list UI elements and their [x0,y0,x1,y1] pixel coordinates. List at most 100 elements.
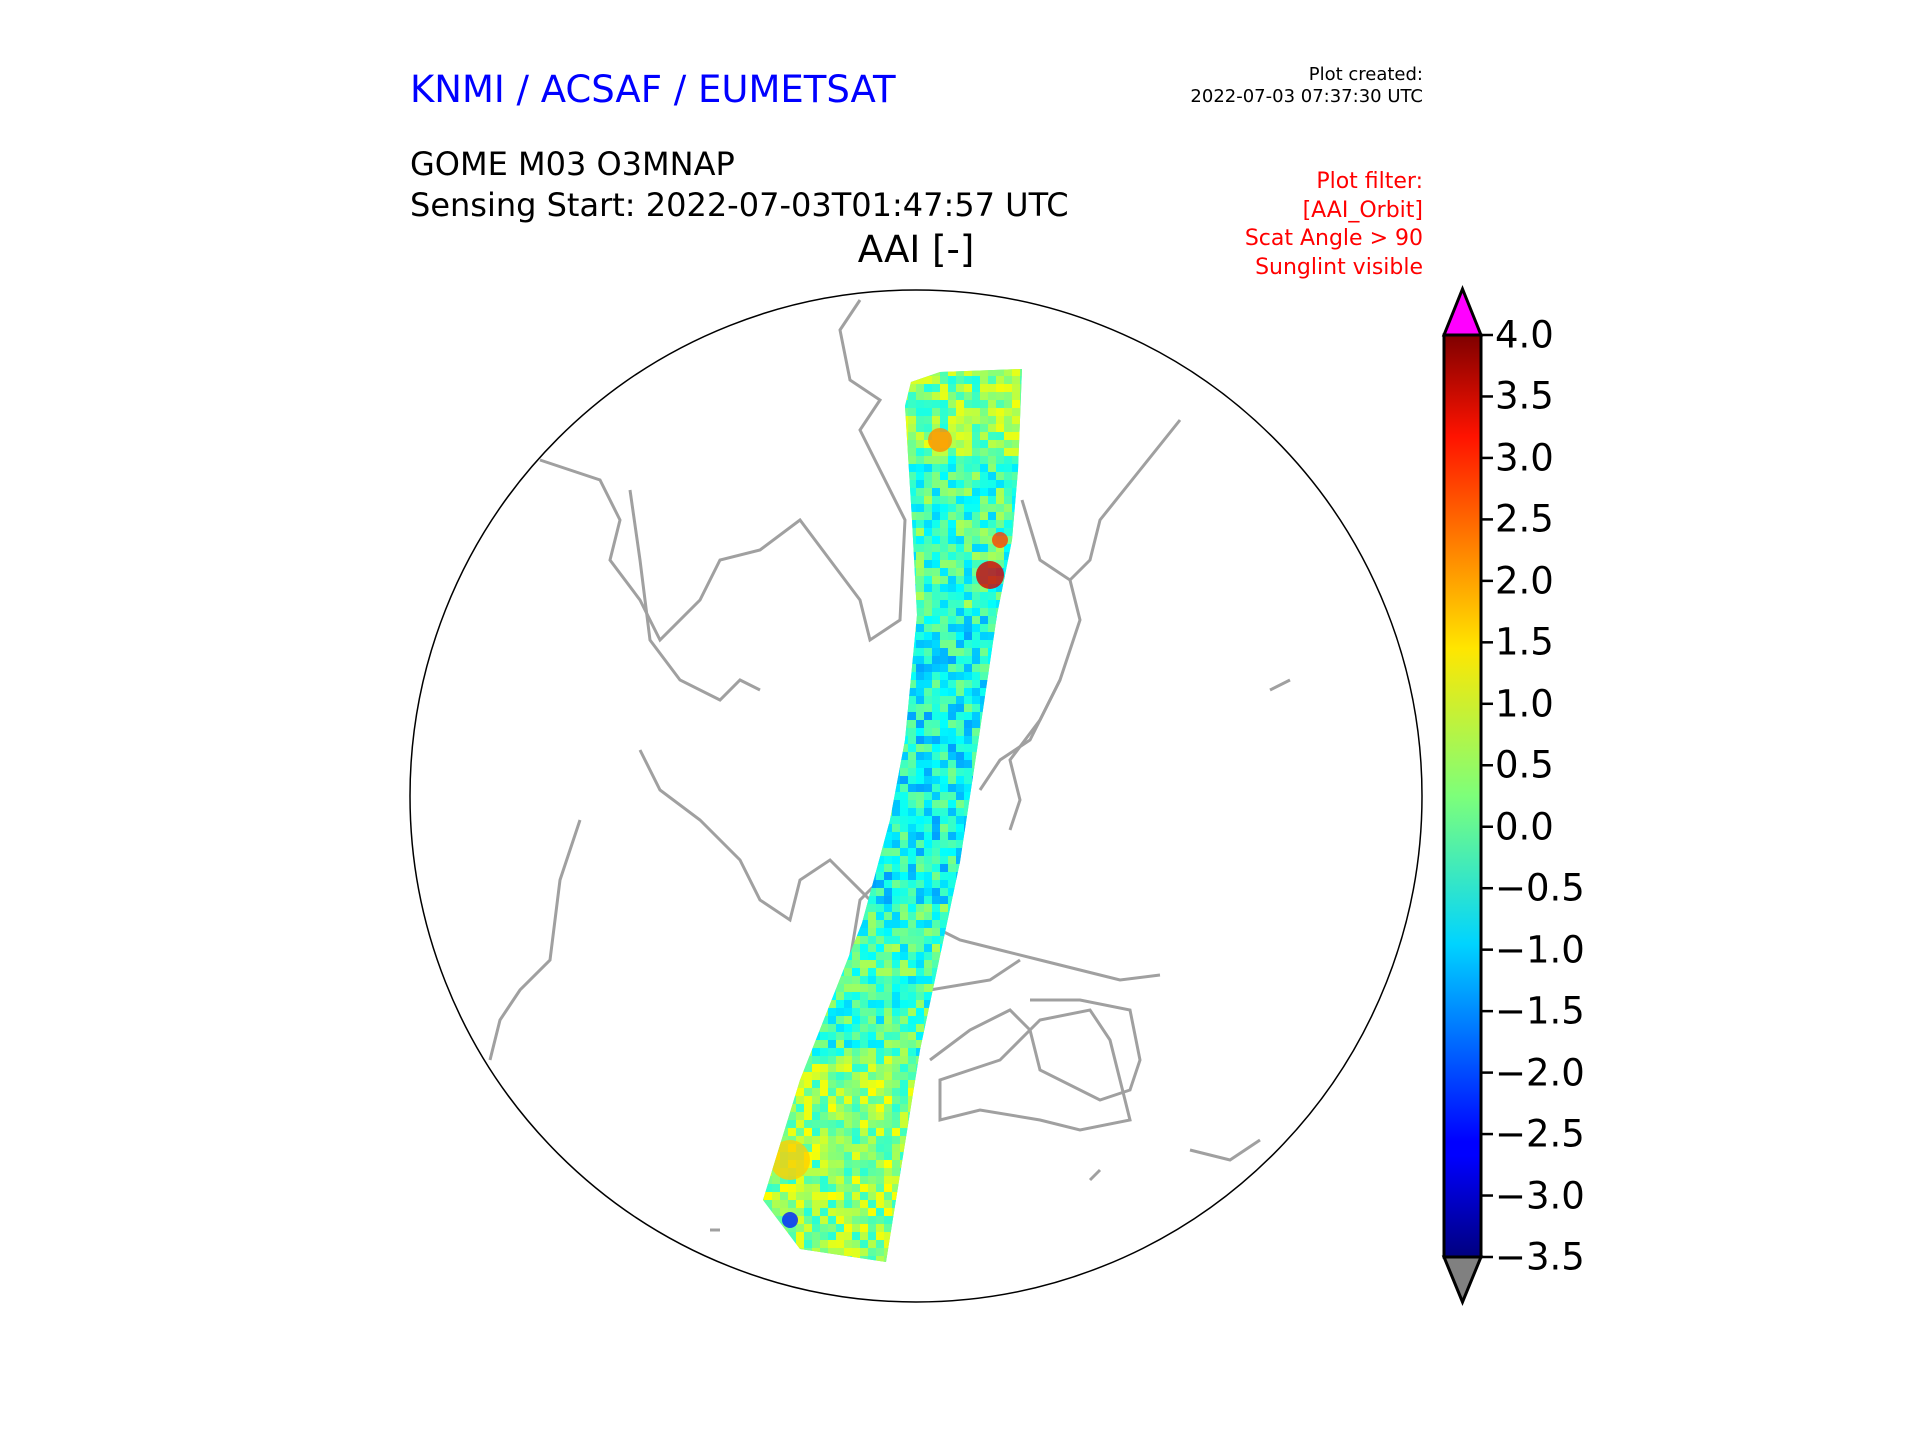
swath-pixel [852,1224,860,1232]
swath-pixel [916,848,924,856]
swath-pixel [972,688,980,696]
swath-pixel [892,808,900,816]
swath-pixel [780,1192,788,1200]
swath-pixel [844,1056,852,1064]
swath-pixel [916,488,924,496]
swath-pixel [996,400,1004,408]
swath-pixel [868,1232,876,1240]
swath-pixel [908,944,916,952]
swath-pixel [940,680,948,688]
swath-pixel [924,784,932,792]
swath-pixel [964,720,972,728]
swath-pixel [980,672,988,680]
swath-pixel [924,584,932,592]
swath-pixel [940,480,948,488]
swath-pixel [932,528,940,536]
swath-pixel [884,920,892,928]
swath-pixel [956,672,964,680]
swath-pixel [964,400,972,408]
swath-pixel [932,928,940,936]
swath-pixel [964,776,972,784]
swath-pixel [868,1136,876,1144]
swath-pixel [884,1040,892,1048]
swath-pixel [988,384,996,392]
swath-pixel [844,1248,852,1256]
swath-pixel [916,752,924,760]
swath-pixel [860,992,868,1000]
swath-pixel [980,392,988,400]
swath-pixel [884,1128,892,1136]
swath-pixel [948,544,956,552]
swath-pixel [884,952,892,960]
swath-pixel [836,1192,844,1200]
swath-pixel [924,552,932,560]
colorbar-tick-label: −1.5 [1495,989,1585,1033]
swath-pixel [948,440,956,448]
swath-pixel [828,1000,836,1008]
swath-pixel [892,864,900,872]
swath-pixel [940,792,948,800]
swath-pixel [932,488,940,496]
swath-pixel [844,1016,852,1024]
swath-pixel [836,1144,844,1152]
swath-pixel [844,1048,852,1056]
swath-pixel [988,624,996,632]
swath-pixel [940,808,948,816]
swath-pixel [844,992,852,1000]
swath-pixel [868,1024,876,1032]
swath-pixel [860,1064,868,1072]
swath-pixel [940,920,948,928]
swath-pixel [868,1000,876,1008]
swath-pixel [964,512,972,520]
swath-pixel [924,944,932,952]
swath-pixel [900,896,908,904]
swath-pixel [900,1072,908,1080]
swath-pixel [948,816,956,824]
swath-pixel [884,1000,892,1008]
swath-pixel [812,1136,820,1144]
swath-pixel [908,1088,916,1096]
swath-pixel [836,1168,844,1176]
swath-pixel [820,1064,828,1072]
colorbar-tick-label: −0.5 [1495,866,1585,910]
swath-pixel [804,1184,812,1192]
colorbar-tick-label: 0.5 [1495,743,1554,787]
swath-pixel [924,712,932,720]
swath-pixel [964,376,972,384]
swath-pixel [852,1128,860,1136]
swath-pixel [908,840,916,848]
swath-pixel [932,856,940,864]
swath-pixel [836,992,844,1000]
swath-pixel [804,1088,812,1096]
swath-pixel [940,448,948,456]
swath-pixel [932,664,940,672]
swath-pixel [916,896,924,904]
swath-pixel [900,776,908,784]
swath-pixel [836,1208,844,1216]
swath-pixel [908,1024,916,1032]
swath-pixel [948,528,956,536]
swath-pixel [860,1136,868,1144]
swath-pixel [956,752,964,760]
swath-pixel [980,496,988,504]
swath-pixel [948,376,956,384]
swath-pixel [908,440,916,448]
swath-pixel [1004,432,1012,440]
swath-pixel [764,1184,772,1192]
swath-pixel [916,928,924,936]
swath-pixel [1004,480,1012,488]
swath-pixel [900,992,908,1000]
swath-pixel [988,480,996,488]
swath-pixel [972,456,980,464]
swath-pixel [916,416,924,424]
swath-pixel [1012,440,1020,448]
swath-pixel [868,1040,876,1048]
swath-pixel [852,1040,860,1048]
swath-pixel [916,624,924,632]
swath-pixel [876,1200,884,1208]
swath-pixel [940,369,948,376]
swath-pixel [948,672,956,680]
swath-pixel [924,992,932,1000]
swath-pixel [1012,369,1020,376]
swath-pixel [884,1216,892,1224]
